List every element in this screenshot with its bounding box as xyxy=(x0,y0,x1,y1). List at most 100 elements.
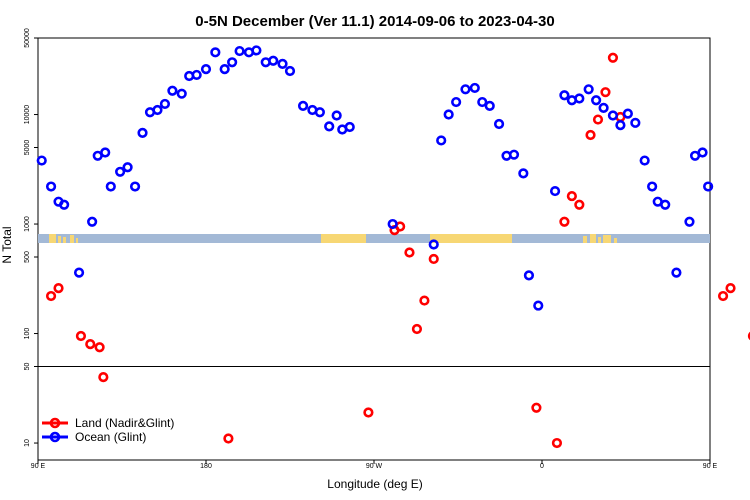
data-point xyxy=(615,120,626,131)
map-land-patch xyxy=(49,234,56,243)
legend: Land (Nadir&Glint) Ocean (Glint) xyxy=(42,416,174,444)
data-point xyxy=(75,330,87,342)
data-point xyxy=(591,95,602,106)
legend-land-label: Land (Nadir&Glint) xyxy=(75,416,174,430)
map-land-patch xyxy=(590,234,596,243)
data-point xyxy=(747,331,750,341)
data-point xyxy=(443,109,454,120)
data-point xyxy=(647,181,658,192)
data-point xyxy=(518,168,529,179)
data-point xyxy=(574,93,585,104)
data-point xyxy=(566,190,577,202)
data-point xyxy=(451,96,462,108)
map-land-patch xyxy=(63,237,66,243)
data-point xyxy=(484,100,495,111)
data-point xyxy=(551,437,563,449)
data-point xyxy=(94,342,105,353)
data-point xyxy=(176,88,187,99)
data-point xyxy=(53,282,64,294)
data-point xyxy=(234,45,245,57)
data-point xyxy=(460,84,471,95)
map-land-patch xyxy=(76,238,78,243)
data-point xyxy=(404,247,415,258)
data-point xyxy=(251,45,262,56)
y-axis: 10 50 100 500 1000 5000 10000 50000 xyxy=(24,28,38,447)
data-point xyxy=(428,253,439,265)
data-point xyxy=(428,239,439,250)
data-point xyxy=(419,295,430,306)
map-land-patch xyxy=(70,235,74,243)
data-point xyxy=(523,270,535,281)
data-point xyxy=(574,199,585,210)
legend-ocean-label: Ocean (Glint) xyxy=(75,430,146,444)
data-point xyxy=(630,117,641,128)
data-point xyxy=(344,121,355,133)
x-axis-label: Longitude (deg E) xyxy=(327,477,422,491)
data-point xyxy=(549,185,561,197)
data-point xyxy=(277,58,288,70)
x-tick-label: 0 xyxy=(540,463,544,470)
data-point xyxy=(559,90,570,101)
y-tick-label: 1000 xyxy=(24,216,31,232)
map-land-patch xyxy=(603,235,611,243)
data-point xyxy=(607,52,619,63)
data-point xyxy=(477,96,488,108)
data-point xyxy=(100,147,111,158)
map-land-patch xyxy=(583,236,587,243)
map-land-patch xyxy=(58,236,61,243)
data-point xyxy=(559,216,570,227)
data-point xyxy=(469,82,480,94)
data-point xyxy=(36,155,47,166)
data-point xyxy=(219,63,230,75)
data-point xyxy=(122,162,133,173)
data-point xyxy=(671,267,682,278)
data-point xyxy=(191,69,202,81)
y-tick-label: 50 xyxy=(24,363,31,371)
y-tick-label: 10 xyxy=(24,439,31,447)
data-point xyxy=(703,181,714,192)
data-point xyxy=(137,127,148,138)
data-point xyxy=(331,110,342,121)
data-point xyxy=(59,199,70,210)
data-point xyxy=(411,323,423,335)
data-point xyxy=(105,181,116,192)
data-point xyxy=(436,135,447,146)
data-point xyxy=(622,108,633,119)
data-point xyxy=(268,55,279,66)
data-point xyxy=(87,216,98,227)
y-tick-label: 5000 xyxy=(24,140,31,156)
data-point xyxy=(697,147,708,158)
data-point xyxy=(85,339,96,350)
x-tick-label: 180 xyxy=(200,463,212,470)
data-point xyxy=(45,181,57,192)
data-point xyxy=(314,107,325,118)
data-point xyxy=(533,300,544,311)
y-tick-label: 100 xyxy=(24,328,31,340)
y-tick-label: 50000 xyxy=(24,28,31,48)
data-point xyxy=(167,85,178,96)
data-point xyxy=(324,121,335,132)
map-ocean-band xyxy=(38,234,710,243)
data-point xyxy=(607,110,619,121)
data-point xyxy=(598,102,609,113)
map-land-patch xyxy=(321,234,366,243)
data-point xyxy=(508,149,520,160)
y-tick-label: 500 xyxy=(24,251,31,263)
x-tick-label: 90 W xyxy=(366,463,383,470)
data-point xyxy=(583,84,594,95)
map-land-patch xyxy=(614,238,617,243)
map-land-regions xyxy=(49,234,617,243)
data-point xyxy=(684,216,695,227)
data-point xyxy=(73,267,85,278)
legend-ocean-marker xyxy=(49,431,61,443)
y-axis-label: N Total xyxy=(0,226,14,263)
latitude-band-map xyxy=(38,234,710,243)
chart-title: 0-5N December (Ver 11.1) 2014-09-06 to 2… xyxy=(195,13,554,30)
data-point xyxy=(639,155,650,166)
data-point xyxy=(297,100,309,111)
map-land-patch xyxy=(430,234,512,243)
data-point xyxy=(363,407,374,418)
data-point xyxy=(223,433,234,444)
